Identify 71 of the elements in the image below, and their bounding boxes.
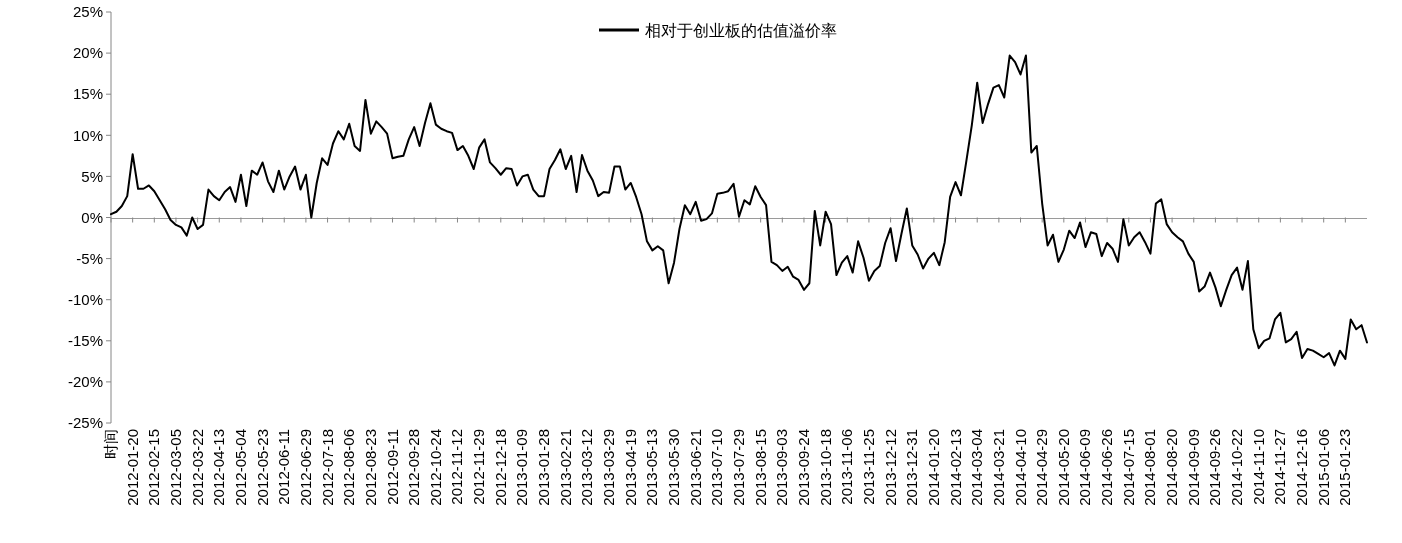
x-tick-label: 2013-11-25 — [859, 429, 877, 505]
y-tick-label: -10% — [67, 290, 103, 308]
x-tick-label: 2013-12-31 — [903, 429, 921, 506]
x-tick-label: 2013-12-12 — [881, 429, 899, 506]
y-tick-label: -25% — [67, 414, 103, 432]
x-tick-label: 2012-05-23 — [253, 429, 271, 506]
x-tick-label: 2012-11-29 — [470, 429, 488, 505]
x-tick-label: 2014-05-20 — [1054, 429, 1072, 506]
x-tick-label: 2014-06-09 — [1076, 429, 1094, 506]
x-tick-label: 2013-08-15 — [751, 429, 769, 506]
x-tick-label: 2014-09-09 — [1184, 429, 1202, 506]
x-tick-label: 2014-12-16 — [1293, 429, 1311, 506]
x-tick-label: 2013-04-19 — [621, 429, 639, 506]
x-tick-label: 2014-08-20 — [1163, 429, 1181, 506]
x-tick-label: 2012-06-29 — [296, 429, 314, 506]
x-tick-label: 2014-06-26 — [1098, 429, 1116, 506]
x-tick-label: 2012-09-28 — [405, 429, 423, 506]
x-tick-label: 2012-07-18 — [318, 429, 336, 506]
x-tick-label: 2014-11-10 — [1249, 429, 1267, 505]
x-tick-label: 时间 — [102, 429, 119, 459]
x-tick-label: 2014-03-04 — [968, 429, 986, 506]
x-tick-label: 2014-08-01 — [1141, 429, 1159, 506]
x-tick-label: 2013-01-28 — [535, 429, 553, 506]
x-tick-label: 2012-06-11 — [275, 429, 293, 505]
y-tick-label: -15% — [67, 332, 103, 350]
x-tick-label: 2013-01-09 — [513, 429, 531, 506]
x-tick-label: 2014-11-27 — [1271, 429, 1289, 505]
x-tick-label: 2015-01-23 — [1336, 429, 1354, 506]
x-tick-label: 2013-05-30 — [665, 429, 683, 506]
x-tick-label: 2012-03-05 — [166, 429, 184, 506]
x-tick-label: 2014-09-26 — [1206, 429, 1224, 506]
x-tick-label: 2013-06-21 — [686, 429, 704, 506]
x-tick-label: 2015-01-06 — [1314, 429, 1332, 506]
x-tick-label: 2013-03-12 — [578, 429, 596, 506]
x-tick-label: 2012-01-20 — [123, 429, 141, 506]
x-tick-label: 2014-04-10 — [1011, 429, 1029, 506]
x-tick-label: 2013-07-29 — [730, 429, 747, 506]
x-tick-label: 2014-03-21 — [989, 429, 1007, 506]
y-tick-label: 20% — [72, 44, 103, 62]
x-tick-label: 2012-08-06 — [340, 429, 358, 506]
y-tick-label: 25% — [72, 3, 103, 21]
x-tick-label: 2012-11-12 — [448, 429, 466, 505]
legend-label: 相对于创业板的估值溢价率 — [645, 21, 837, 39]
x-tick-label: 2013-09-24 — [794, 429, 812, 506]
x-tick-label: 2014-07-15 — [1119, 429, 1137, 506]
x-tick-label: 2012-02-15 — [145, 429, 163, 506]
x-tick-label: 2012-03-22 — [188, 429, 206, 506]
x-tick-label: 2013-09-03 — [773, 429, 791, 506]
x-tick-label: 2014-04-29 — [1033, 429, 1051, 506]
y-tick-label: 10% — [72, 126, 103, 144]
x-tick-label: 2014-02-13 — [946, 429, 964, 506]
y-tick-label: -5% — [76, 249, 103, 267]
x-tick-label: 2013-07-10 — [708, 429, 726, 506]
y-tick-label: 15% — [72, 85, 103, 103]
x-tick-label: 2013-10-18 — [816, 429, 834, 506]
x-tick-label: 2013-03-29 — [600, 429, 618, 506]
x-tick-label: 2012-10-24 — [426, 429, 444, 506]
x-tick-label: 2012-09-11 — [383, 429, 401, 505]
x-tick-label: 2014-10-22 — [1228, 429, 1246, 506]
x-tick-label: 2013-05-13 — [643, 429, 661, 506]
line-series — [110, 54, 1368, 367]
x-tick-label: 2012-08-23 — [361, 429, 379, 506]
x-tick-label: 2014-01-20 — [924, 429, 942, 506]
y-tick-label: 0% — [81, 208, 103, 226]
x-tick-label: 2012-05-04 — [231, 429, 249, 506]
x-tick-label: 2012-04-13 — [210, 429, 228, 506]
y-tick-label: -20% — [67, 373, 103, 391]
x-tick-label: 2012-12-18 — [491, 429, 509, 506]
x-tick-label: 2013-11-06 — [838, 429, 856, 505]
x-tick-label: 2013-02-21 — [556, 429, 574, 506]
y-tick-label: 5% — [81, 167, 103, 185]
